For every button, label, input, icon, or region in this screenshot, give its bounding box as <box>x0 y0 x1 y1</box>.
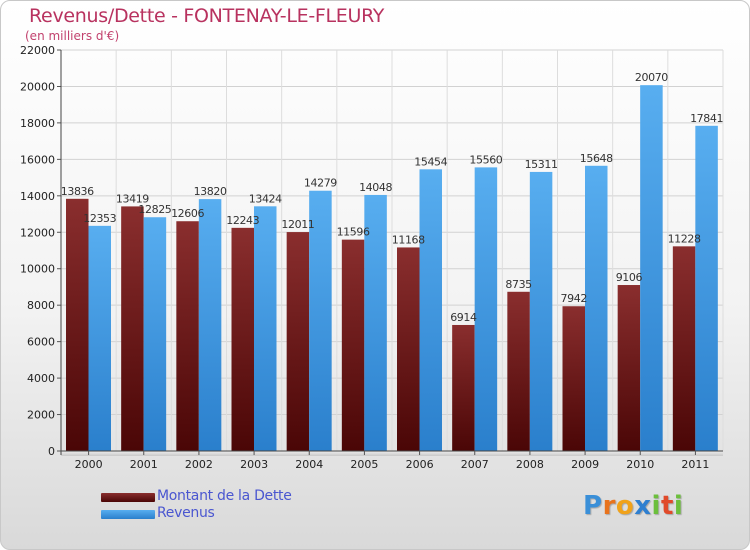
bar-debt-2007 <box>452 324 475 451</box>
legend-label-debt: Montant de la Dette <box>157 488 292 504</box>
x-tick-label: 2002 <box>185 458 213 471</box>
data-label-revenue: 20070 <box>635 71 668 84</box>
data-label-revenue: 12353 <box>83 212 116 225</box>
bar-revenue-2003 <box>254 206 277 451</box>
bar-revenue-2009 <box>585 165 608 451</box>
legend-swatch-revenue <box>101 510 155 519</box>
bar-debt-2003 <box>231 227 254 451</box>
chart-title: Revenus/Dette - FONTENAY-LE-FLEURY <box>29 5 385 27</box>
y-tick-label: 20000 <box>20 80 55 93</box>
bar-revenue-2007 <box>474 167 498 451</box>
chart-subtitle: (en milliers d'€) <box>25 29 120 43</box>
proxiti-logo: Proxiti <box>583 491 683 521</box>
bar-revenue-2006 <box>419 169 442 451</box>
data-labels-layer: 13836 13419 12606 12243 12011 11596 11168 6914 8… <box>61 71 724 324</box>
bar-revenue-2010 <box>640 85 663 451</box>
data-label-revenue: 13820 <box>194 185 227 198</box>
bar-revenue-2011 <box>695 125 718 452</box>
y-tick-label: 4000 <box>27 372 55 385</box>
bar-debt-2000 <box>66 198 89 451</box>
bar-debt-2010 <box>617 285 641 451</box>
logo-letter: i <box>673 491 684 521</box>
x-tick-label: 2005 <box>350 458 378 471</box>
data-label-debt: 12011 <box>281 218 314 231</box>
logo-letter: t <box>660 491 674 521</box>
data-label-debt: 7942 <box>561 292 587 305</box>
legend-label-revenue: Revenus <box>157 505 215 521</box>
logo-letter: r <box>602 491 616 521</box>
data-label-revenue: 17841 <box>690 112 723 125</box>
bar-debt-2005 <box>341 239 365 451</box>
bar-debt-2002 <box>176 221 199 451</box>
y-tick-label: 8000 <box>27 299 55 312</box>
data-label-revenue: 15648 <box>580 152 613 165</box>
bar-revenue-2000 <box>88 225 111 451</box>
bar-revenue-2004 <box>309 190 332 451</box>
bar-revenue-2008 <box>529 171 553 451</box>
bar-debt-2006 <box>397 247 420 451</box>
data-label-debt: 9106 <box>616 271 643 284</box>
bar-debt-2004 <box>286 232 310 451</box>
y-tick-label: 2000 <box>27 409 55 422</box>
data-label-revenue: 14279 <box>304 177 337 190</box>
axis-layer: 0 2000 4000 6000 8000 10000 12000 14000 16000 180… <box>20 44 723 471</box>
bar-debt-2001 <box>121 206 144 451</box>
x-tick-label: 2009 <box>571 458 599 471</box>
data-label-debt: 6914 <box>450 311 477 324</box>
x-tick-label: 2010 <box>626 458 654 471</box>
x-tick-label: 2000 <box>75 458 103 471</box>
x-tick-label: 2001 <box>130 458 158 471</box>
bar-revenue-2001 <box>143 217 167 451</box>
y-tick-label: 14000 <box>20 190 55 203</box>
y-tick-label: 22000 <box>20 44 55 57</box>
x-tick-label: 2006 <box>406 458 434 471</box>
bar-debt-2009 <box>562 306 585 451</box>
x-tick-label: 2007 <box>461 458 489 471</box>
bars-layer <box>66 85 718 452</box>
data-label-revenue: 15560 <box>469 153 502 166</box>
x-tick-label: 2003 <box>240 458 268 471</box>
legend-swatch-debt <box>101 493 155 502</box>
bar-debt-2008 <box>507 291 530 451</box>
grid-layer <box>60 49 724 452</box>
bar-debt-2011 <box>672 246 696 451</box>
data-label-revenue: 13424 <box>249 192 282 205</box>
y-tick-label: 12000 <box>20 226 55 239</box>
data-label-revenue: 12825 <box>138 203 171 216</box>
data-label-debt: 12606 <box>171 207 204 220</box>
logo-letter: o <box>615 491 635 521</box>
y-tick-label: 6000 <box>27 336 55 349</box>
data-label-debt: 12243 <box>226 214 259 227</box>
logo-letter: P <box>583 491 603 521</box>
data-label-debt: 11168 <box>392 233 425 246</box>
data-label-debt: 11228 <box>668 232 701 245</box>
data-label-debt: 13419 <box>116 192 149 205</box>
y-tick-label: 18000 <box>20 117 55 130</box>
logo-letter: x <box>634 491 652 521</box>
data-label-revenue: 14048 <box>359 181 392 194</box>
x-tick-label: 2011 <box>681 458 709 471</box>
bar-revenue-2002 <box>198 199 222 451</box>
data-label-debt: 11596 <box>337 226 370 239</box>
x-tick-label: 2008 <box>516 458 544 471</box>
bar-revenue-2005 <box>364 194 387 451</box>
data-label-revenue: 15454 <box>414 155 447 168</box>
data-label-debt: 8735 <box>505 278 532 291</box>
logo-letter: i <box>651 491 661 521</box>
data-label-debt: 13836 <box>61 185 94 198</box>
y-tick-label: 0 <box>48 445 55 458</box>
y-tick-label: 10000 <box>20 263 55 276</box>
data-label-revenue: 15311 <box>525 158 558 171</box>
x-tick-label: 2004 <box>295 458 323 471</box>
y-tick-label: 16000 <box>20 153 55 166</box>
x-axis-band <box>61 451 723 456</box>
